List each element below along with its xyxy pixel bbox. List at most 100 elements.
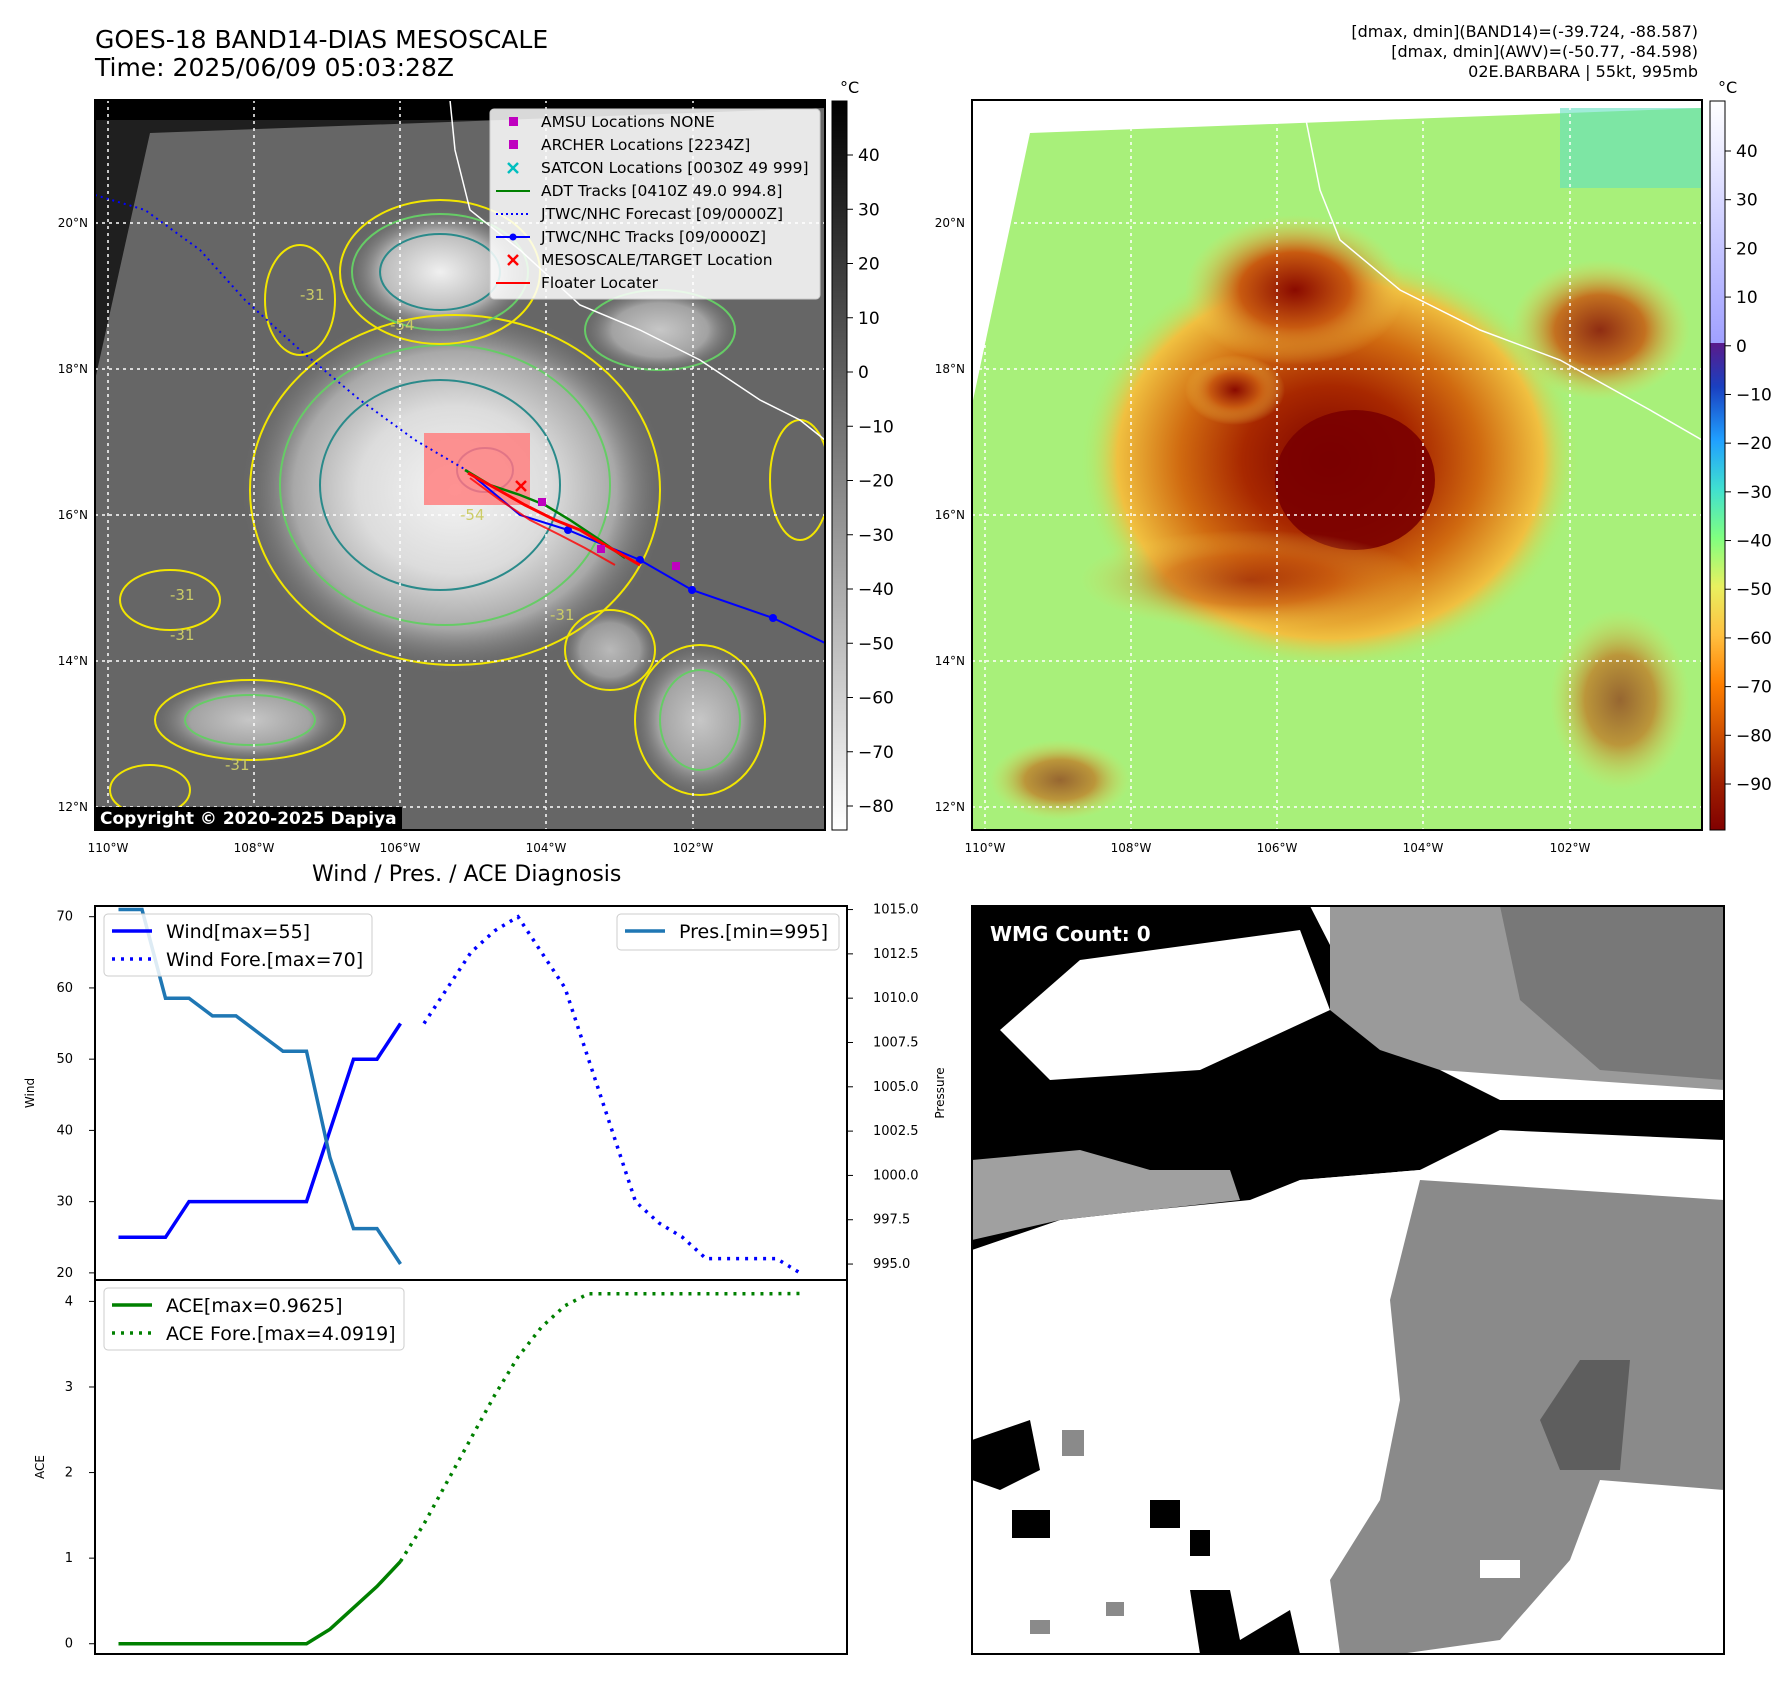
lat-label: 20°N bbox=[58, 216, 88, 230]
colorbar-tick: −80 bbox=[858, 797, 894, 817]
diagnosis-title: Wind / Pres. / ACE Diagnosis bbox=[312, 862, 622, 887]
y-tick: 3 bbox=[65, 1380, 73, 1395]
lon-label: 102°W bbox=[1550, 841, 1591, 855]
ace-axis-label: ACE bbox=[33, 1455, 47, 1479]
series-line bbox=[422, 914, 801, 1275]
lat-label: 18°N bbox=[58, 362, 88, 376]
colorbar-tick: −70 bbox=[858, 743, 894, 763]
lon-label: 108°W bbox=[1111, 841, 1152, 855]
colorbar-tick: −50 bbox=[858, 634, 894, 654]
contour-label: -31 bbox=[170, 586, 195, 604]
legend-entry: JTWC/NHC Forecast [09/0000Z] bbox=[496, 205, 783, 223]
lon-label: 102°W bbox=[673, 841, 714, 855]
colorbar-tick: −10 bbox=[858, 417, 894, 437]
lat-label: 12°N bbox=[58, 800, 88, 814]
lon-label: 108°W bbox=[234, 841, 275, 855]
lat-label: 20°N bbox=[935, 216, 965, 230]
map-grid-awv bbox=[972, 100, 1702, 830]
legend-label: JTWC/NHC Forecast [09/0000Z] bbox=[540, 205, 783, 223]
contour-yellow bbox=[249, 314, 661, 666]
contour-label: -54 bbox=[460, 506, 485, 524]
lat-label: 14°N bbox=[935, 654, 965, 668]
colorbar-tick: 10 bbox=[858, 309, 880, 329]
legend-label: ARCHER Locations [2234Z] bbox=[541, 136, 750, 154]
y2-tick: 995.0 bbox=[873, 1257, 910, 1272]
legend-entry: AMSU Locations NONE bbox=[509, 113, 715, 131]
legend-label: ADT Tracks [0410Z 49.0 994.8] bbox=[541, 182, 782, 200]
ir-satellite-map: -31 -31 -54 -31 -31 -54 -31 bbox=[94, 99, 826, 831]
contour-label: -31 bbox=[225, 756, 250, 774]
colorbar-tick: −50 bbox=[1736, 580, 1772, 600]
legend-entry: JTWC/NHC Tracks [09/0000Z] bbox=[496, 228, 766, 246]
colorbar-tick: −90 bbox=[1736, 775, 1772, 795]
colorbar-tick: −30 bbox=[858, 526, 894, 546]
y-tick: 70 bbox=[56, 910, 73, 925]
y-tick: 4 bbox=[65, 1294, 73, 1309]
forecast-track bbox=[95, 194, 467, 471]
legend-label: SATCON Locations [0030Z 49 999] bbox=[541, 159, 809, 177]
legend-ace-forecast: ACE Fore.[max=4.0919] bbox=[166, 1323, 396, 1345]
pressure-axis-label: Pressure bbox=[933, 1067, 947, 1118]
colorbar1-unit: °C bbox=[840, 78, 860, 97]
colorbar-tick: 0 bbox=[858, 363, 869, 383]
legend-label: JTWC/NHC Tracks [09/0000Z] bbox=[540, 228, 766, 246]
coastline-awv bbox=[1301, 100, 1702, 441]
ir-colorbar: 40 30 20 10 0 −10 −20 −30 −40 −50 −60 −70 −80 bbox=[831, 100, 894, 831]
colorbar-tick: −40 bbox=[858, 580, 894, 600]
legend-entry: ADT Tracks [0410Z 49.0 994.8] bbox=[496, 182, 782, 200]
legend-wind: Wind[max=55] bbox=[166, 921, 310, 943]
pressure-legend: Pres.[min=995] bbox=[616, 913, 840, 951]
stats-header: [dmax, dmin](BAND14)=(-39.724, -88.587) … bbox=[1351, 22, 1698, 82]
y2-tick: 1005.0 bbox=[873, 1080, 919, 1095]
lon-label: 104°W bbox=[526, 841, 567, 855]
lon-label: 106°W bbox=[1257, 841, 1298, 855]
lat-label: 16°N bbox=[935, 508, 965, 522]
y-tick: 1 bbox=[65, 1551, 73, 1566]
y2-tick: 1012.5 bbox=[873, 947, 919, 962]
colorbar-tick: 20 bbox=[1736, 239, 1758, 259]
y2-tick: 1000.0 bbox=[873, 1168, 919, 1183]
wmg-panel bbox=[971, 905, 1725, 1655]
lon-label: 110°W bbox=[965, 841, 1006, 855]
y2-tick: 1010.0 bbox=[873, 991, 919, 1006]
colorbar-tick: 30 bbox=[1736, 191, 1758, 211]
contour-green bbox=[279, 344, 611, 626]
lon-label: 104°W bbox=[1403, 841, 1444, 855]
contour-label: -31 bbox=[300, 286, 325, 304]
y-tick: 30 bbox=[56, 1195, 73, 1210]
lat-label: 12°N bbox=[935, 800, 965, 814]
colorbar-tick: −20 bbox=[1736, 434, 1772, 454]
legend-entry: SATCON Locations [0030Z 49 999] bbox=[507, 159, 809, 177]
legend-entry: MESOSCALE/TARGET Location bbox=[507, 251, 773, 269]
figure-title: GOES-18 BAND14-DIAS MESOSCALE Time: 2025… bbox=[95, 25, 549, 82]
legend-label: MESOSCALE/TARGET Location bbox=[541, 251, 773, 269]
colorbar2-unit: °C bbox=[1718, 78, 1738, 97]
y-tick: 40 bbox=[56, 1123, 73, 1138]
y-tick: 2 bbox=[65, 1466, 73, 1481]
colorbar-tick: −30 bbox=[1736, 483, 1772, 503]
archer-marker bbox=[538, 498, 546, 506]
lat-label: 18°N bbox=[935, 362, 965, 376]
awv-map bbox=[971, 99, 1703, 831]
colorbar-tick: −70 bbox=[1736, 678, 1772, 698]
lon-label: 110°W bbox=[88, 841, 129, 855]
wmg-count: WMG Count: 0 bbox=[990, 922, 1151, 946]
contour-teal bbox=[319, 379, 561, 591]
y-tick: 0 bbox=[65, 1637, 73, 1652]
lat-label: 14°N bbox=[58, 654, 88, 668]
wind-axis-label: Wind bbox=[23, 1078, 37, 1108]
wind-legend: Wind[max=55] Wind Fore.[max=70] bbox=[103, 913, 373, 977]
y-tick: 20 bbox=[56, 1266, 73, 1281]
colorbar-tick: −60 bbox=[1736, 629, 1772, 649]
target-marker bbox=[515, 480, 527, 492]
legend-label: Floater Locater bbox=[541, 274, 659, 292]
colorbar-tick: 10 bbox=[1736, 288, 1758, 308]
awv-colorbar: 40 30 20 10 0 −10 −20 −30 −40 −50 −60 −70 −80 −90 bbox=[1709, 100, 1772, 831]
map-legend: AMSU Locations NONE ARCHER Locations [223… bbox=[489, 108, 821, 300]
ace-chart: 0 1 2 3 4 ACE ACE[max=0.9625] ACE Fore.[max=… bbox=[33, 1279, 848, 1655]
storm-info: 02E.BARBARA | 55kt, 995mb bbox=[1468, 62, 1698, 81]
series-line bbox=[118, 1022, 402, 1240]
legend-ace: ACE[max=0.9625] bbox=[166, 1295, 343, 1317]
wind-pressure-chart: 20 30 40 50 60 70 995.0 997.5 1000.0 1002.5 1005.… bbox=[23, 903, 947, 1281]
copyright-notice: Copyright © 2020-2025 Dapiya bbox=[95, 807, 402, 831]
